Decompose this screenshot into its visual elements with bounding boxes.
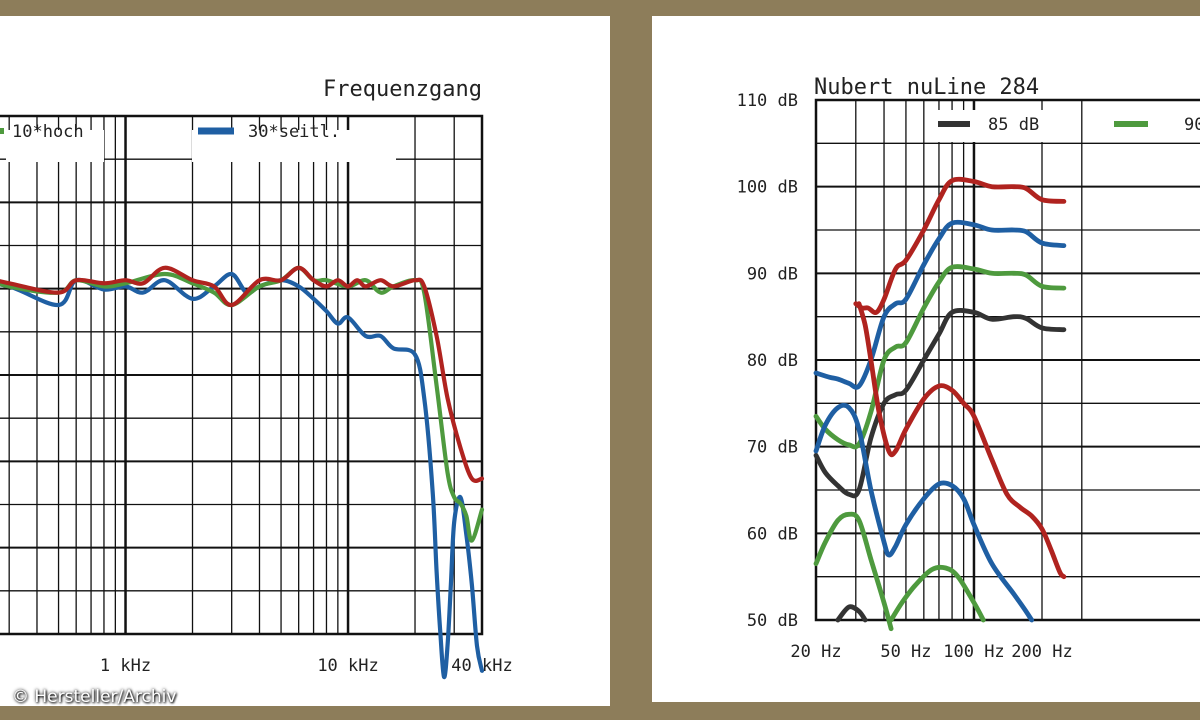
x-tick-label: 20 Hz <box>790 642 841 662</box>
curve-green-1 <box>813 511 894 632</box>
legend-label-85-db: 85 dB <box>988 115 1039 135</box>
legend-label-10-hoch: 10*hoch <box>12 122 84 142</box>
curve-green-0 <box>813 264 1067 450</box>
nubert-nuline-284-chart: Nubert nuLine 284 85 dB 90 dB 110 dB 100 … <box>737 75 1200 662</box>
x-tick-label: 40 kHz <box>451 656 512 676</box>
curve-blue-0 <box>813 219 1067 390</box>
right-chart-title: Nubert nuLine 284 <box>814 75 1039 100</box>
y-tick-label: 50 dB <box>747 611 798 631</box>
image-credit: © Hersteller/Archiv <box>12 687 177 707</box>
curve-blue-1 <box>813 402 1035 623</box>
y-tick-label: 90 dB <box>747 264 798 284</box>
x-tick-label: 10 kHz <box>317 656 378 676</box>
x-tick-label: 200 Hz <box>1011 642 1072 662</box>
curve-black-1 <box>835 604 868 623</box>
curve-blue <box>0 271 485 680</box>
curve-green <box>0 265 485 543</box>
curve-black-0 <box>813 308 1067 499</box>
x-tick-label: 100 Hz <box>943 642 1004 662</box>
y-tick-label: 100 dB <box>737 178 798 198</box>
curve-red <box>0 265 485 483</box>
x-tick-label: 50 Hz <box>880 642 931 662</box>
y-tick-label: 80 dB <box>747 351 798 371</box>
frequenzgang-chart: Frequenzgang 10*hoch 30*seitl. 1 kHz 10 k… <box>0 77 513 680</box>
y-tick-label: 70 dB <box>747 438 798 458</box>
legend-label-30-seitl: 30*seitl. <box>248 122 340 142</box>
left-chart-title: Frequenzgang <box>323 77 482 102</box>
right-chart-panel: Nubert nuLine 284 85 dB 90 dB 110 dB 100 … <box>652 16 1200 702</box>
curve-red-0 <box>853 176 1067 315</box>
curve-green-2 <box>888 564 986 623</box>
y-tick-label: 60 dB <box>747 524 798 544</box>
x-tick-label: 1 kHz <box>100 656 151 676</box>
y-tick-label: 110 dB <box>737 91 798 111</box>
left-chart-panel: Frequenzgang 10*hoch 30*seitl. 1 kHz 10 k… <box>0 16 610 706</box>
legend-label-90-db: 90 dB <box>1184 115 1200 135</box>
curve-red-1 <box>856 301 1067 580</box>
